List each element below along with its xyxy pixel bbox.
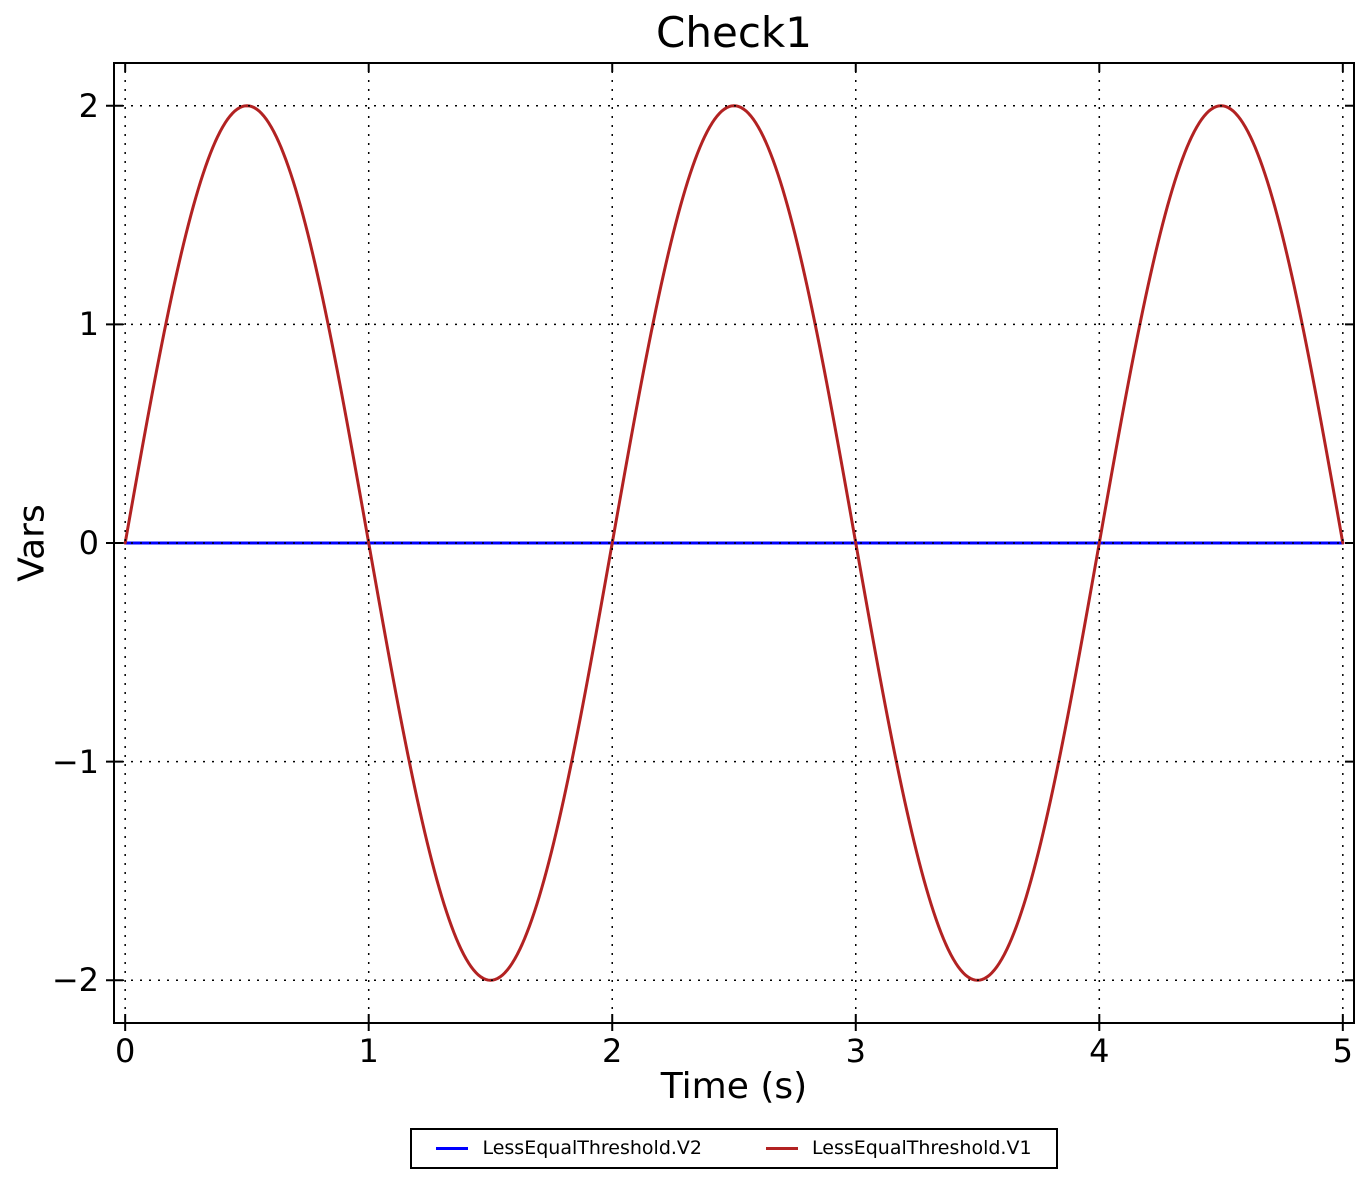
legend-item-v2: LessEqualThreshold.V2 [436, 1137, 702, 1160]
y-tick-label: 1 [78, 305, 99, 344]
x-tick-label: 0 [114, 1032, 136, 1070]
x-tick-label: 1 [358, 1032, 379, 1070]
y-tick-label: 2 [78, 86, 99, 125]
x-axis-label: Time (s) [660, 1066, 808, 1107]
y-tick-label: −1 [51, 742, 99, 781]
gridlines [113, 62, 1355, 1024]
legend-line-sample-v2 [436, 1147, 469, 1150]
legend-label-v2: LessEqualThreshold.V2 [482, 1137, 702, 1159]
series-lines [123, 104, 1345, 982]
y-tick-label: −2 [51, 961, 99, 1000]
x-tick-label: 2 [602, 1032, 623, 1070]
legend: LessEqualThreshold.V2 LessEqualThreshold… [410, 1128, 1058, 1169]
legend-line-sample-v1 [766, 1147, 798, 1150]
legend-item-v1: LessEqualThreshold.V1 [766, 1137, 1032, 1160]
y-tick-label: 0 [78, 524, 99, 562]
legend-row: LessEqualThreshold.V2 LessEqualThreshold… [113, 1128, 1355, 1169]
x-tick-label: 3 [845, 1032, 866, 1070]
chart-title: Check1 [656, 8, 812, 57]
x-tick-label: 5 [1332, 1032, 1353, 1070]
x-tick-label: 4 [1089, 1032, 1110, 1070]
legend-label-v1: LessEqualThreshold.V1 [812, 1137, 1032, 1159]
tick-marks [106, 62, 1355, 1031]
